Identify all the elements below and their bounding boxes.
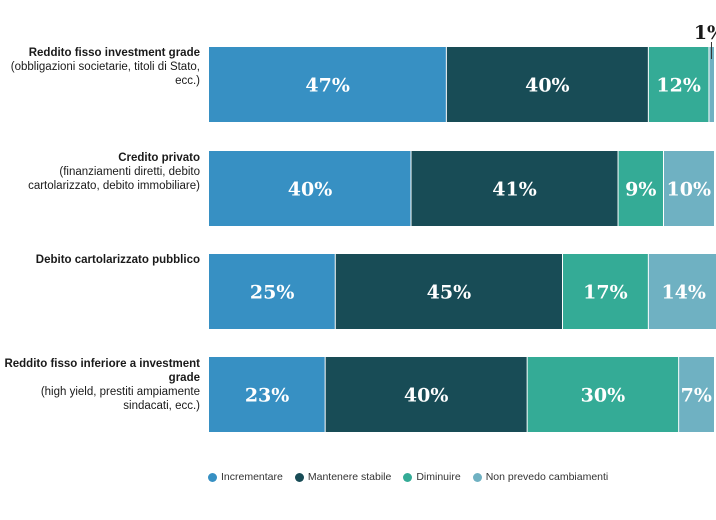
category-title: Credito privato <box>118 152 200 164</box>
legend-item-mantenere-stabile: Mantenere stabile <box>294 471 392 483</box>
data-label: 40% <box>525 75 570 97</box>
data-label: 41% <box>492 179 537 201</box>
data-label: 40% <box>404 385 449 407</box>
bar-segment-mantenere-stabile <box>446 47 649 122</box>
legend: Incrementare Mantenere stabile Diminuire… <box>208 471 608 483</box>
bar-segment-diminuire <box>527 357 679 432</box>
category-title: Debito cartolarizzato pubblico <box>35 254 200 266</box>
category-label-3: Reddito fisso inferiore a investment gra… <box>0 357 200 413</box>
legend-label: Mantenere stabile <box>307 471 392 483</box>
data-label: 14% <box>661 282 706 304</box>
data-label: 1% <box>694 22 716 44</box>
bar-segment-mantenere-stabile <box>325 357 528 432</box>
legend-swatch <box>208 472 217 482</box>
legend-swatch <box>403 472 413 482</box>
legend-item-diminuire: Diminuire <box>403 471 461 483</box>
bar-segment-non-prevedo-cambiamenti <box>648 254 716 329</box>
data-label: 10% <box>667 179 712 201</box>
data-label: 7% <box>681 385 712 407</box>
data-label: 9% <box>625 179 656 201</box>
bar-segment-diminuire <box>648 47 709 122</box>
data-label: 23% <box>245 385 290 407</box>
category-label-1: Credito privato (finanziamenti diretti, … <box>0 151 200 193</box>
bar-segment-incrementare <box>209 254 336 329</box>
data-label: 40% <box>288 179 333 201</box>
category-subtitle: (finanziamenti diretti, debito cartolari… <box>28 166 200 192</box>
bar-segment-incrementare <box>209 151 411 226</box>
category-label-0: Reddito fisso investment grade (obbligaz… <box>0 46 200 88</box>
data-label: 30% <box>581 385 626 407</box>
legend-label: Diminuire <box>416 471 461 483</box>
bar-segment-mantenere-stabile <box>335 254 563 329</box>
data-label: 12% <box>656 75 701 97</box>
bar-segment-mantenere-stabile <box>411 151 619 226</box>
bar-segment-non-prevedo-cambiamenti <box>663 151 714 226</box>
legend-item-non-prevedo-cambiamenti: Non prevedo cambiamenti <box>472 471 609 483</box>
category-label-2: Debito cartolarizzato pubblico <box>0 253 200 267</box>
bar-segment-non-prevedo-cambiamenti <box>678 357 714 432</box>
legend-label: Incrementare <box>221 471 283 483</box>
bar-segment-incrementare <box>209 357 326 432</box>
bar-segment-non-prevedo-cambiamenti <box>708 47 714 122</box>
bar-segment-diminuire <box>618 151 664 226</box>
data-label: 17% <box>583 282 628 304</box>
legend-label: Non prevedo cambiamenti <box>485 471 609 483</box>
data-label: 45% <box>427 282 472 304</box>
category-title: Reddito fisso inferiore a investment gra… <box>4 358 200 384</box>
category-subtitle: (obbligazioni societarie, titoli di Stat… <box>10 61 200 87</box>
data-label: 25% <box>250 282 295 304</box>
category-subtitle: (high yield, prestiti ampiamente sindaca… <box>40 386 200 412</box>
legend-swatch <box>472 472 482 482</box>
legend-item-incrementare: Incrementare <box>208 471 283 483</box>
category-title: Reddito fisso investment grade <box>28 47 200 59</box>
bar-segment-incrementare <box>209 47 447 122</box>
data-label: 47% <box>305 75 350 97</box>
bar-segment-diminuire <box>562 254 649 329</box>
legend-swatch <box>294 472 304 482</box>
